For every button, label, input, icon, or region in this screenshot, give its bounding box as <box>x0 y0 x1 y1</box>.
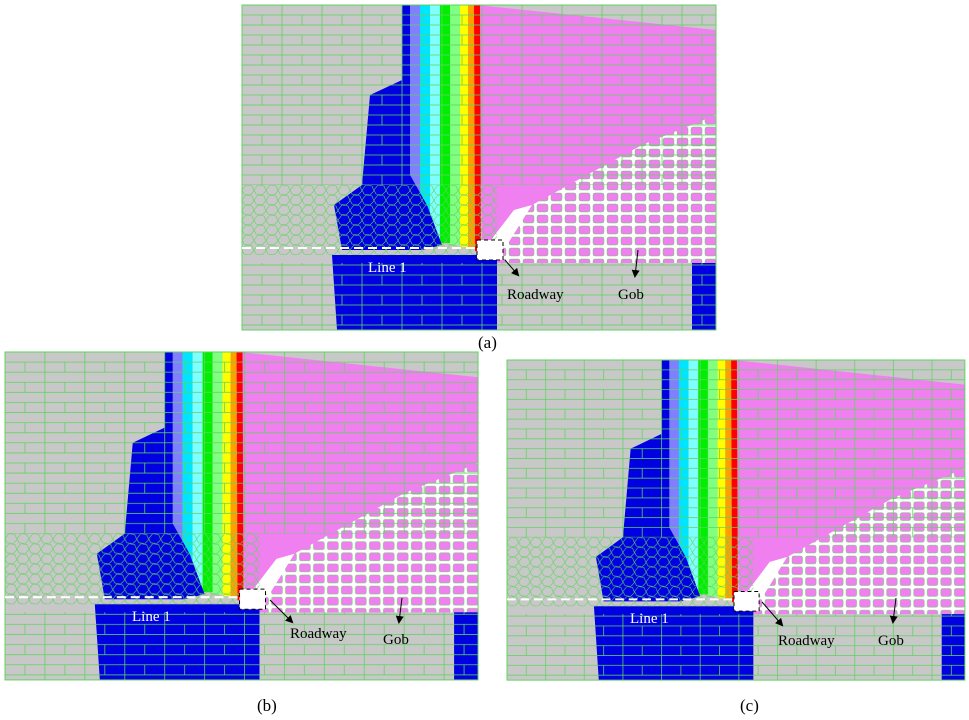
roadway-label: Roadway <box>507 287 564 303</box>
gob-label: Gob <box>878 633 904 649</box>
roadway-label: Roadway <box>778 633 835 649</box>
line-label: Line 1 <box>630 611 669 627</box>
caption: (c) <box>740 696 759 715</box>
panel-a: Line 1 Roadway Gob (a) <box>241 4 717 352</box>
simulation-image <box>3 350 480 681</box>
caption: (b) <box>257 696 277 715</box>
arrow <box>761 601 784 627</box>
panel-b: Line 1 Roadway Gob (b) <box>3 350 480 715</box>
arrow <box>889 597 898 624</box>
arrow <box>395 597 404 624</box>
arrow <box>631 249 640 278</box>
arrow <box>504 259 520 277</box>
panel-c: Line 1 Roadway Gob (c) <box>506 359 966 715</box>
arrow <box>269 599 294 624</box>
roadway-label: Roadway <box>290 626 347 642</box>
gob-label: Gob <box>618 287 644 303</box>
line-label: Line 1 <box>132 609 171 625</box>
gob-label: Gob <box>383 632 409 648</box>
line-label: Line 1 <box>368 260 407 276</box>
caption: (a) <box>478 333 497 352</box>
simulation-image <box>241 4 717 331</box>
